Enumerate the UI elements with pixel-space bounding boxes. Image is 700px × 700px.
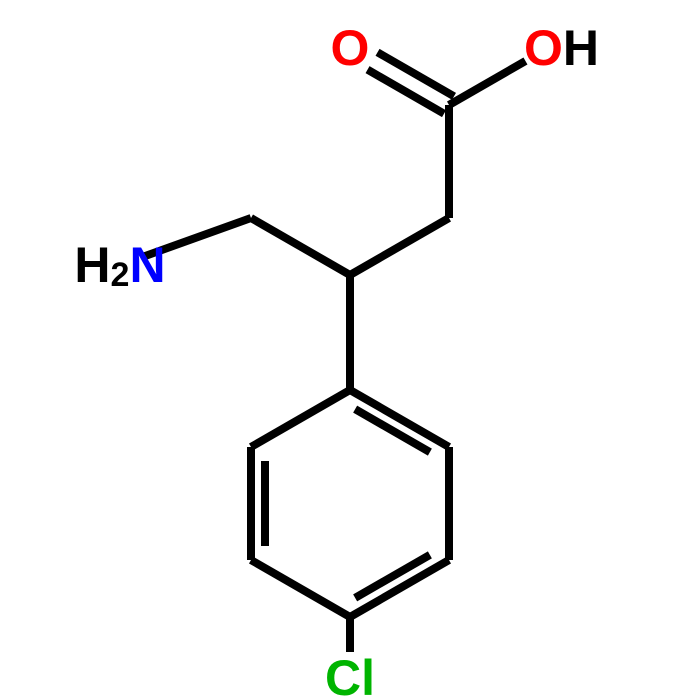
- bond: [449, 61, 525, 105]
- atom-label-OH: OH: [524, 20, 599, 76]
- bond: [251, 390, 350, 447]
- atom-label-O_dbl: O: [331, 20, 370, 76]
- atom-label-H2N: H2N: [74, 237, 165, 294]
- bond: [251, 218, 350, 275]
- chemical-structure: O OH H2N Cl: [0, 0, 700, 700]
- bond: [350, 218, 449, 275]
- bond: [368, 70, 444, 114]
- labels-layer: O OH H2N Cl: [74, 20, 599, 700]
- atom-label-Cl: Cl: [325, 650, 375, 700]
- bond: [251, 560, 350, 617]
- bond: [378, 52, 454, 96]
- bonds-layer: [144, 52, 525, 652]
